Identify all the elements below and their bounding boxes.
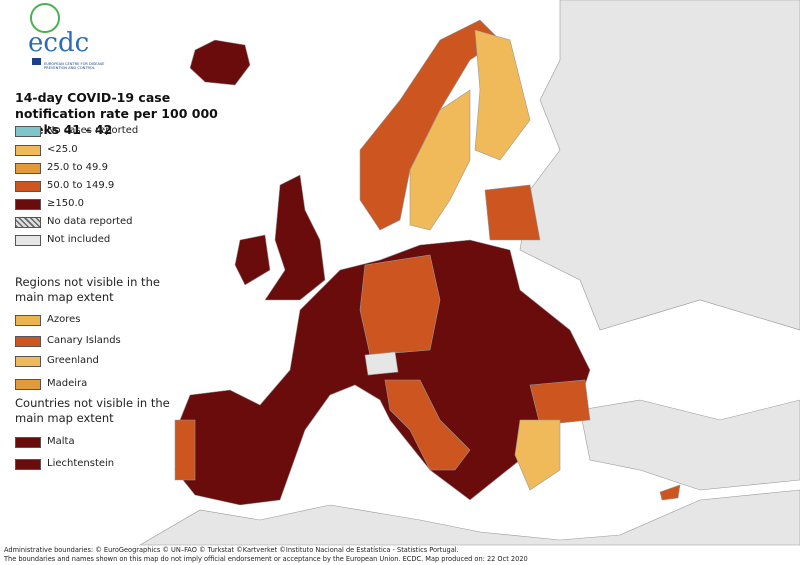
- not-included-land: [519, 0, 800, 331]
- legend-label: Azores: [47, 314, 81, 325]
- section-title: Countries not visible in the main map ex…: [15, 396, 170, 425]
- legend-swatch: [15, 181, 41, 192]
- legend-label: 25.0 to 49.9: [47, 162, 108, 173]
- switzerland: [364, 351, 399, 376]
- map-title: 14-day COVID-19 case notification rate p…: [15, 90, 218, 137]
- norway: [359, 19, 501, 231]
- footer-line: The boundaries and names shown on this m…: [4, 555, 528, 563]
- legend-swatch: [15, 199, 41, 210]
- portugal: [174, 419, 196, 481]
- logo: ecdc: [28, 28, 90, 58]
- legend-label: ≥150.0: [47, 198, 85, 209]
- legend-label: Greenland: [47, 355, 99, 366]
- logo-caption: EUROPEAN CENTRE FOR DISEASE PREVENTION A…: [44, 62, 105, 70]
- legend-label: Liechtenstein: [47, 458, 115, 469]
- romania: [529, 379, 591, 426]
- italy: [384, 379, 471, 471]
- ireland: [234, 234, 271, 286]
- section-title: Regions not visible in the main map exte…: [15, 275, 160, 304]
- legend-swatch: [15, 315, 41, 326]
- legend-label: Madeira: [47, 378, 88, 389]
- legend-label: No data reported: [47, 216, 133, 227]
- legend-swatch: [15, 336, 41, 347]
- not-included-land: [579, 399, 800, 491]
- legend-swatch: [15, 145, 41, 156]
- legend-label: <25.0: [47, 144, 78, 155]
- baltics: [484, 184, 541, 241]
- legend-swatch: [15, 235, 41, 246]
- eu-flag: [32, 58, 41, 65]
- legend-swatch: [15, 217, 41, 228]
- legend-swatch: [15, 163, 41, 174]
- not-included-land: [138, 489, 800, 546]
- legend-label: Not included: [47, 234, 111, 245]
- cyprus: [659, 484, 681, 501]
- legend-label: Malta: [47, 436, 75, 447]
- sweden: [409, 89, 471, 231]
- legend-swatch: [15, 437, 41, 448]
- legend-swatch: [15, 126, 41, 137]
- legend-swatch: [15, 356, 41, 367]
- legend-label: 50.0 to 149.9: [47, 180, 115, 191]
- legend-label: Canary Islands: [47, 335, 121, 346]
- legend-swatch: [15, 459, 41, 470]
- legend-swatch: [15, 379, 41, 390]
- uk: [264, 174, 326, 301]
- greece: [514, 419, 561, 491]
- germany: [359, 254, 441, 356]
- iceland: [189, 39, 251, 86]
- legend-label: No cases reported: [47, 125, 139, 136]
- logo-globe: [30, 3, 60, 33]
- finland: [474, 29, 531, 161]
- footer-line: Administrative boundaries: © EuroGeograp…: [4, 546, 459, 554]
